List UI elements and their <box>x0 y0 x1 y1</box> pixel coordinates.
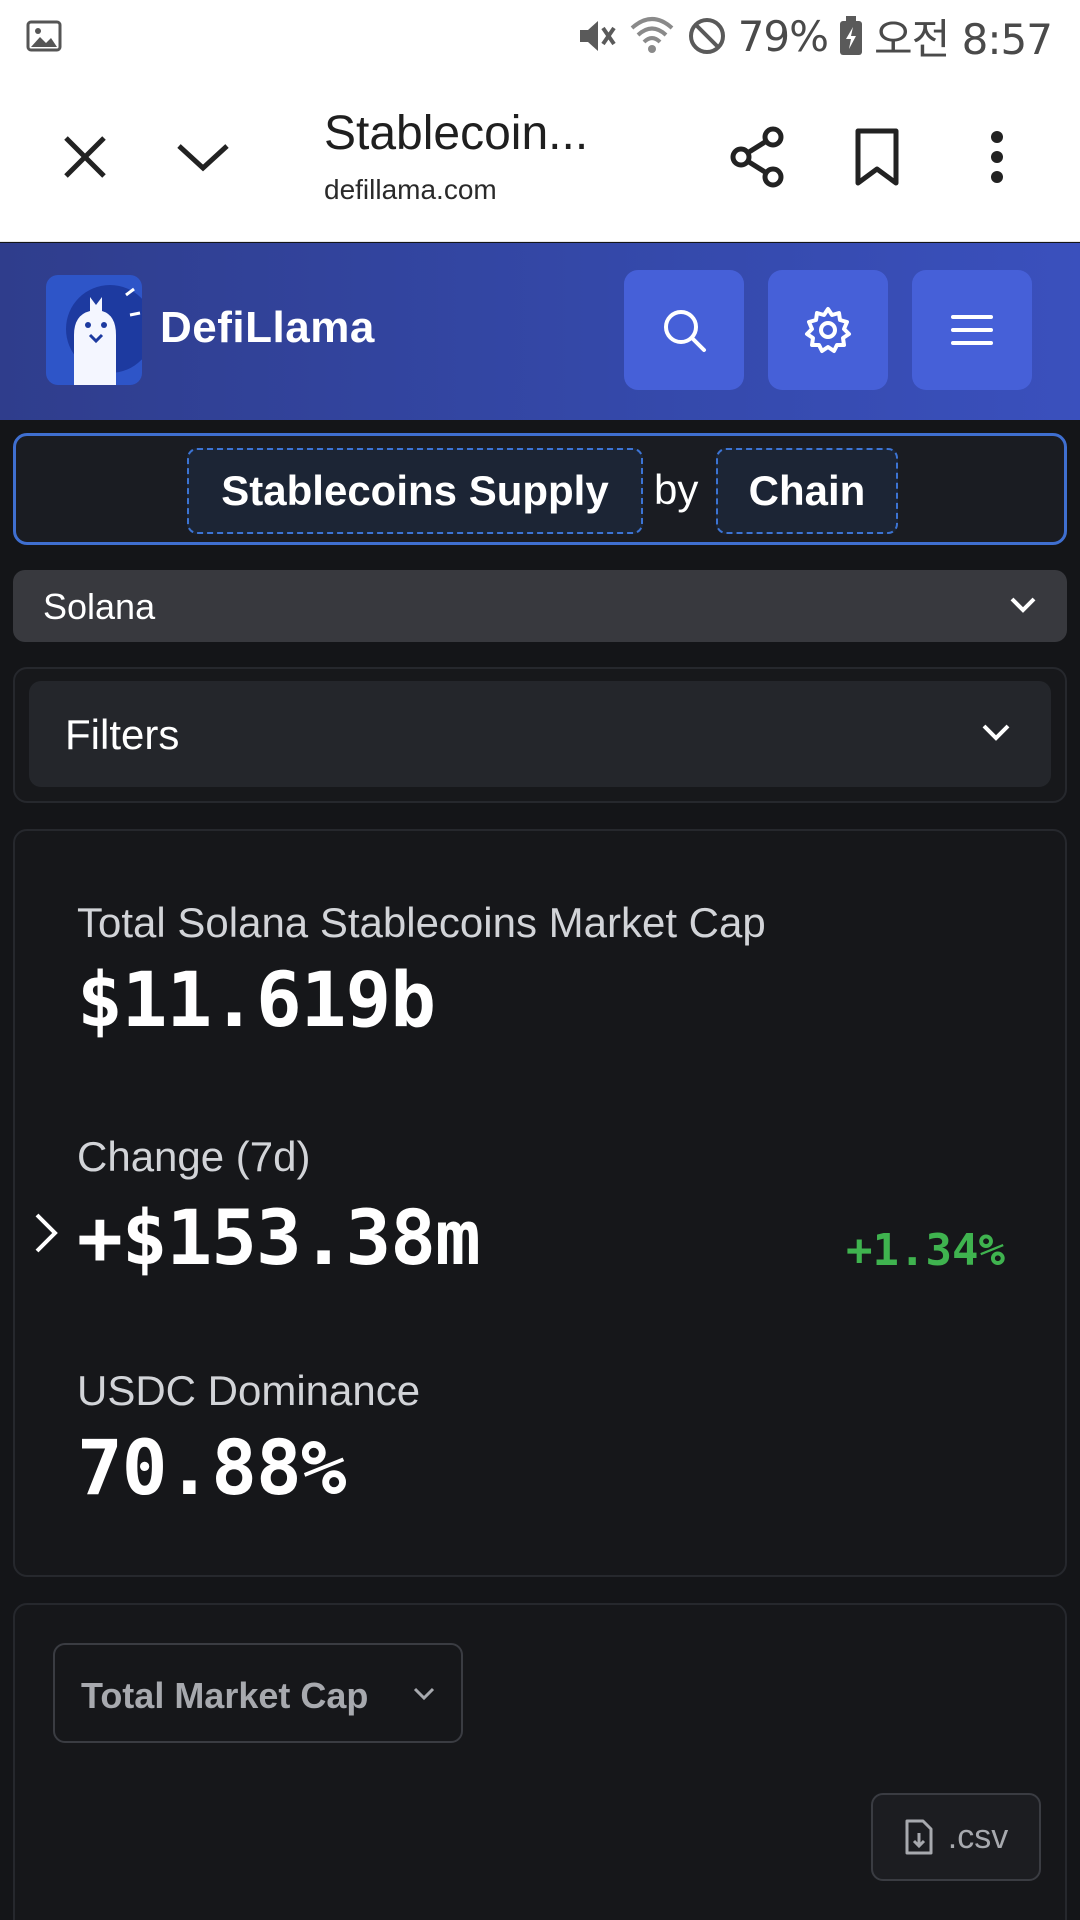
change-percent: +1.34% <box>846 1225 1005 1276</box>
change-value: +$153.38m <box>77 1193 481 1282</box>
stats-card: Total Solana Stablecoins Market Cap $11.… <box>13 829 1067 1577</box>
settings-button[interactable] <box>768 270 888 390</box>
status-indicators: 79% 오전 8:57 <box>574 10 1053 64</box>
image-icon <box>26 20 62 52</box>
menu-button[interactable] <box>912 270 1032 390</box>
total-mcap-label: Total Solana Stablecoins Market Cap <box>77 899 766 946</box>
search-icon <box>664 310 706 352</box>
battery-percent: 79% <box>737 11 829 61</box>
chevron-down-icon <box>413 1687 435 1701</box>
by-connector: by <box>654 466 699 513</box>
minimize-button[interactable] <box>158 112 248 202</box>
wifi-icon <box>630 17 674 53</box>
mute-icon <box>579 21 616 51</box>
share-button[interactable] <box>712 112 802 202</box>
file-download-icon <box>905 1819 933 1855</box>
chain-select[interactable]: Solana <box>13 570 1067 642</box>
page-title: Stablecoin... <box>324 107 589 160</box>
chain-select-value: Solana <box>43 586 156 627</box>
filters-toggle[interactable]: Filters <box>29 681 1051 787</box>
llama-logo[interactable] <box>46 275 142 385</box>
close-tab-button[interactable] <box>40 112 130 202</box>
more-options-button[interactable] <box>952 112 1042 202</box>
more-vert-icon <box>991 131 1003 183</box>
filters-panel: Filters <box>13 667 1067 803</box>
csv-download-button[interactable]: .csv <box>871 1793 1041 1881</box>
chevron-down-icon <box>982 724 1010 741</box>
title-selector: Stablecoins Supply by Chain <box>13 433 1067 545</box>
chart-metric-select[interactable]: Total Market Cap <box>53 1643 463 1743</box>
menu-icon <box>951 315 993 345</box>
site-header: DefiLlama <box>0 243 1080 420</box>
page-url: defillama.com <box>324 174 497 205</box>
chevron-right-icon[interactable] <box>33 1211 59 1255</box>
clock: 오전 8:57 <box>874 14 1053 64</box>
dominance-label: USDC Dominance <box>77 1367 421 1414</box>
bookmark-icon <box>855 128 899 186</box>
filters-label: Filters <box>65 711 180 758</box>
total-mcap-value: $11.619b <box>77 955 436 1044</box>
dnd-icon <box>688 18 725 54</box>
close-icon <box>64 136 106 178</box>
metric-chip[interactable]: Stablecoins Supply <box>187 448 643 534</box>
bookmark-button[interactable] <box>832 112 922 202</box>
gear-icon <box>805 307 851 353</box>
dominance-value: 70.88% <box>77 1423 347 1512</box>
chevron-down-icon <box>1010 597 1036 613</box>
status-bar: 79% 오전 8:57 <box>0 0 1080 72</box>
brand-name[interactable]: DefiLlama <box>160 303 375 352</box>
battery-icon <box>840 16 863 55</box>
chevron-down-icon <box>177 144 229 172</box>
dimension-chip[interactable]: Chain <box>716 448 898 534</box>
change-label: Change (7d) <box>77 1133 311 1180</box>
chart-card: Total Market Cap .csv <box>13 1603 1067 1920</box>
chart-metric-value: Total Market Cap <box>81 1675 369 1716</box>
share-icon <box>730 126 784 188</box>
csv-label: .csv <box>947 1817 1009 1856</box>
browser-toolbar: Stablecoin... defillama.com <box>0 72 1080 242</box>
search-button[interactable] <box>624 270 744 390</box>
